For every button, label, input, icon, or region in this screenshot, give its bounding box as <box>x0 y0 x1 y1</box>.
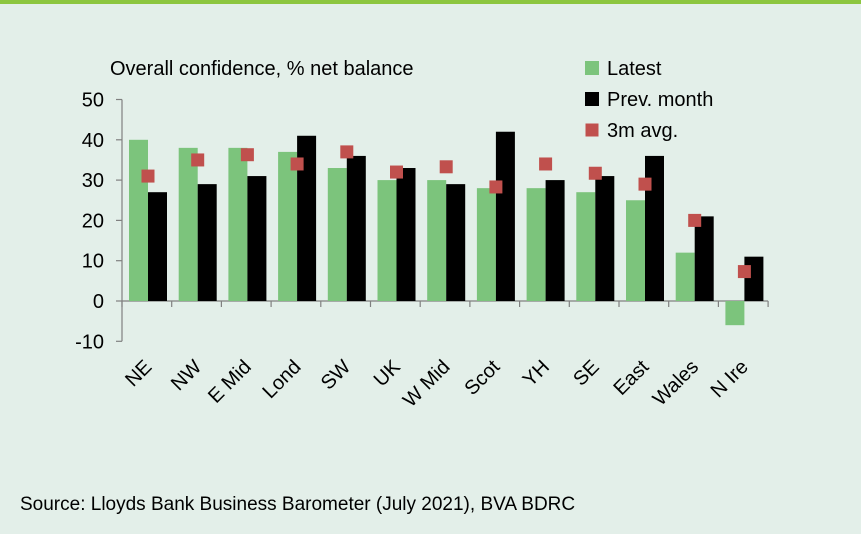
x-tick-label: YH <box>519 356 554 391</box>
prev-month-bar <box>744 256 764 301</box>
chart-title: Overall confidence, % net balance <box>110 58 414 80</box>
prev-month-bar <box>396 168 416 301</box>
avg-marker <box>489 180 503 194</box>
latest-bar <box>626 200 645 301</box>
legend-swatch <box>585 61 599 75</box>
x-tick-label: Scot <box>460 356 504 400</box>
y-axis: 50 40 30 20 10 0 -10 <box>75 90 123 353</box>
y-tick-label: 30 <box>82 170 104 192</box>
y-tick-label: 50 <box>82 90 104 112</box>
avg-marker <box>638 177 652 191</box>
legend-swatch <box>585 92 599 106</box>
x-tick-label: NE <box>121 356 156 391</box>
y-tick-label: 20 <box>82 210 104 232</box>
avg-marker <box>290 157 304 171</box>
latest-bar <box>675 252 695 301</box>
legend-label: 3m avg. <box>607 120 678 142</box>
y-tick-label: 0 <box>93 291 104 313</box>
prev-month-bar <box>297 135 317 301</box>
avg-marker <box>240 148 254 162</box>
x-tick-label: E Mid <box>204 356 256 408</box>
latest-bar <box>327 168 347 301</box>
latest-bar <box>228 147 248 301</box>
latest-bar <box>129 139 148 301</box>
x-tick-label: N Ire <box>707 356 753 402</box>
avg-marker <box>141 169 155 183</box>
prev-month-bar <box>148 192 167 301</box>
legend-swatch <box>585 123 599 137</box>
legend-label: Latest <box>607 58 662 80</box>
legend: Latest Prev. month 3m avg. <box>585 58 713 142</box>
prev-month-bar <box>446 184 466 301</box>
latest-bar <box>178 147 198 301</box>
avg-marker <box>539 157 553 171</box>
confidence-chart: Overall confidence, % net balance 50 40 30… <box>75 58 769 412</box>
x-tick-label: SE <box>569 356 603 390</box>
avg-marker <box>588 166 602 180</box>
x-tick-label: East <box>610 356 654 400</box>
avg-marker <box>688 213 702 227</box>
prev-month-bar <box>247 176 267 301</box>
prev-month-bar <box>595 176 615 301</box>
latest-bar <box>576 192 596 301</box>
avg-markers <box>141 145 751 279</box>
x-tick-label: Lond <box>258 356 305 403</box>
latest-bar <box>377 180 397 301</box>
prev-month-bar <box>545 180 565 301</box>
x-tick-label: SW <box>317 356 355 394</box>
latest-bar <box>427 180 447 301</box>
avg-marker <box>737 265 751 279</box>
prev-month-bar <box>495 131 515 301</box>
latest-bar <box>526 188 546 301</box>
x-tick-label: NW <box>167 356 206 395</box>
prev-month-bar <box>346 155 366 301</box>
prev-month-bar <box>694 216 714 301</box>
avg-marker <box>191 153 205 167</box>
x-tick-label: UK <box>370 356 406 392</box>
avg-marker <box>340 145 354 159</box>
avg-marker <box>439 160 453 174</box>
latest-bar <box>278 151 298 301</box>
prev-month-bar <box>645 155 664 301</box>
x-tick-label: Wales <box>649 356 703 410</box>
source-note: Source: Lloyds Bank Business Barometer (… <box>20 494 576 515</box>
latest-bar <box>476 188 496 301</box>
avg-marker <box>390 165 403 179</box>
y-tick-label: 40 <box>82 130 104 152</box>
latest-bar <box>725 301 745 326</box>
legend-label: Prev. month <box>607 89 713 111</box>
y-tick-label: -10 <box>75 331 104 353</box>
prev-month-bar <box>197 184 217 301</box>
y-tick-label: 10 <box>82 251 104 273</box>
bars <box>129 131 764 326</box>
x-tick-label: W Mid <box>399 356 455 412</box>
